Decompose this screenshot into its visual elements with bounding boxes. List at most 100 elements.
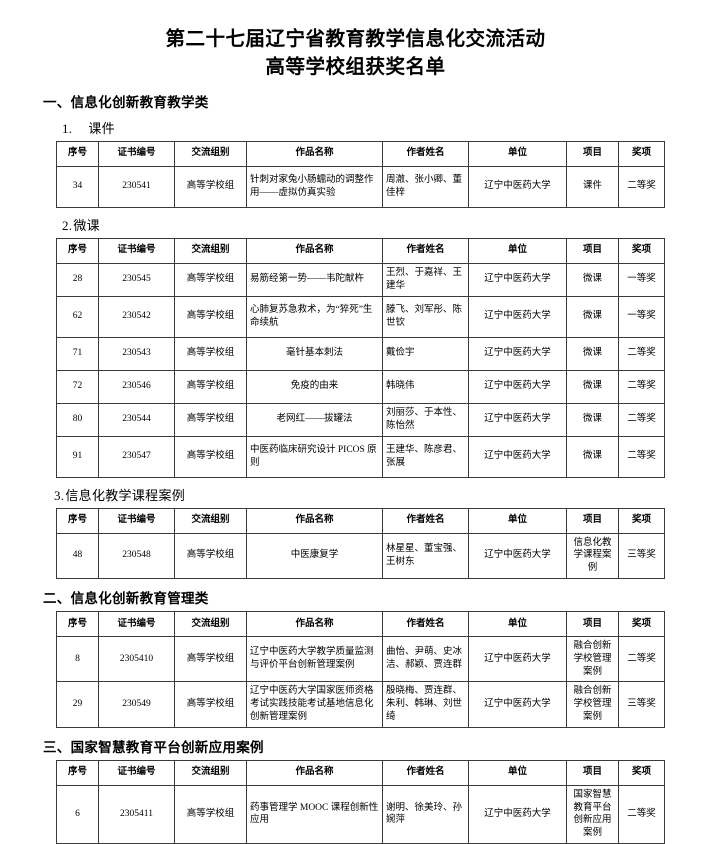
column-header-index: 序号 — [56, 759, 99, 786]
cell-group: 高等学校组 — [174, 402, 247, 437]
award-table: 序号 证书编号 交流组别 作品名称 作者姓名 单位 项目 奖项 48 230548 高等学校组 中医康… — [56, 507, 665, 579]
column-header-unit: 单位 — [468, 610, 567, 637]
column-header-project: 项目 — [566, 237, 619, 264]
column-header-work-title: 作品名称 — [246, 237, 383, 264]
cell-award: 二等奖 — [618, 369, 665, 404]
cell-group: 高等学校组 — [174, 435, 247, 478]
cell-cert-no: 230543 — [98, 336, 175, 371]
cell-award: 三等奖 — [618, 532, 665, 579]
table-row: 48 230548 高等学校组 中医康复学 林星星、董宝强、王树东 辽宁中医药大学 信息化教… — [56, 532, 665, 579]
subsection-label: 课件 — [88, 120, 115, 136]
cell-project: 国家智慧教育平台创新应用案例 — [566, 784, 619, 844]
column-header-unit: 单位 — [468, 140, 567, 167]
cell-index: 48 — [56, 532, 99, 579]
column-header-work-title: 作品名称 — [246, 140, 383, 167]
cell-index: 29 — [56, 681, 99, 728]
cell-work-title: 中医康复学 — [246, 532, 383, 579]
cell-index: 34 — [56, 165, 99, 208]
column-header-project: 项目 — [566, 610, 619, 637]
cell-unit: 辽宁中医药大学 — [468, 635, 567, 683]
table-row: 80 230544 高等学校组 老网红——拔罐法 刘丽莎、于本性、陈怡然 辽宁中医药大学微… — [56, 402, 665, 437]
column-header-group: 交流组别 — [174, 140, 247, 167]
cell-index: 72 — [56, 369, 99, 404]
cell-award: 二等奖 — [618, 635, 665, 683]
cell-author: 林星星、董宝强、王树东 — [382, 532, 469, 579]
cell-unit: 辽宁中医药大学 — [468, 435, 567, 478]
cell-award: 三等奖 — [618, 681, 665, 728]
cell-group: 高等学校组 — [174, 336, 247, 371]
subsection-number: 2. — [62, 217, 73, 233]
cell-project: 信息化教学课程案例 — [566, 532, 619, 579]
table-header-row: 序号 证书编号 交流组别 作品名称 作者姓名 单位 项目 奖项 — [56, 610, 665, 637]
cell-author: 周澈、张小卿、董佳梓 — [382, 165, 469, 208]
column-header-author: 作者姓名 — [382, 237, 469, 264]
cell-author: 曲怡、尹萌、史冰洁、郝颖、贾连群 — [382, 635, 469, 683]
cell-work-title: 老网红——拔罐法 — [246, 402, 383, 437]
page-title: 第二十七届辽宁省教育教学信息化交流活动 高等学校组获奖名单 — [40, 26, 671, 83]
column-header-award: 奖项 — [618, 610, 665, 637]
award-table: 序号 证书编号 交流组别 作品名称 作者姓名 单位 项目 奖项 34 230541 高等学校组 针刺对… — [56, 140, 665, 208]
subsection-heading: 1. 课件 — [62, 118, 671, 137]
table-row: 71 230543 高等学校组 毫针基本刺法 戴俭宇 辽宁中医药大学 微课 二等奖 — [56, 336, 665, 371]
cell-cert-no: 230542 — [98, 295, 175, 338]
column-header-index: 序号 — [56, 507, 99, 534]
subsection-number: 1. — [62, 120, 73, 136]
cell-cert-no: 230545 — [98, 262, 175, 297]
page-title-line-1: 第二十七届辽宁省教育教学信息化交流活动 — [165, 29, 546, 50]
column-header-project: 项目 — [566, 507, 619, 534]
cell-unit: 辽宁中医药大学 — [468, 262, 567, 297]
cell-project: 融合创新学校管理案例 — [566, 681, 619, 728]
cell-project: 微课 — [566, 295, 619, 338]
subsection-heading: 3.信息化教学课程案例 — [54, 485, 671, 504]
table-row: 6 2305411 高等学校组 药事管理学 MOOC 课程创新性应用 谢明、徐美玲、孙婉… — [56, 784, 665, 844]
column-header-author: 作者姓名 — [382, 759, 469, 786]
cell-work-title: 辽宁中医药大学教学质量监测与评价平台创新管理案例 — [246, 635, 383, 683]
column-header-author: 作者姓名 — [382, 507, 469, 534]
table-header-row: 序号 证书编号 交流组别 作品名称 作者姓名 单位 项目 奖项 — [56, 237, 665, 264]
cell-index: 62 — [56, 295, 99, 338]
subsection-label: 信息化教学课程案例 — [65, 487, 186, 503]
cell-index: 6 — [56, 784, 99, 844]
cell-index: 71 — [56, 336, 99, 371]
cell-unit: 辽宁中医药大学 — [468, 165, 567, 208]
cell-unit: 辽宁中医药大学 — [468, 784, 567, 844]
column-header-unit: 单位 — [468, 237, 567, 264]
column-header-group: 交流组别 — [174, 507, 247, 534]
cell-work-title: 针刺对家兔小肠蠕动的调整作用——虚拟仿真实验 — [246, 165, 383, 208]
page-title-line-2: 高等学校组获奖名单 — [265, 57, 446, 79]
table-row: 8 2305410 高等学校组 辽宁中医药大学教学质量监测与评价平台创新管理案例 曲怡、… — [56, 635, 665, 683]
section-heading: 二、信息化创新教育管理类 — [43, 590, 209, 606]
document-page: 第二十七届辽宁省教育教学信息化交流活动 高等学校组获奖名单 一、信息化创新教育教… — [40, 26, 671, 844]
column-header-cert-no: 证书编号 — [98, 507, 175, 534]
cell-unit: 辽宁中医药大学 — [468, 369, 567, 404]
column-header-index: 序号 — [56, 610, 99, 637]
column-header-work-title: 作品名称 — [246, 507, 383, 534]
column-header-project: 项目 — [566, 140, 619, 167]
table-header-row: 序号 证书编号 交流组别 作品名称 作者姓名 单位 项目 奖项 — [56, 759, 665, 786]
column-header-group: 交流组别 — [174, 610, 247, 637]
column-header-project: 项目 — [566, 759, 619, 786]
cell-work-title: 药事管理学 MOOC 课程创新性应用 — [246, 784, 383, 844]
cell-group: 高等学校组 — [174, 784, 247, 844]
cell-work-title: 免疫的由来 — [246, 369, 383, 404]
cell-cert-no: 230544 — [98, 402, 175, 437]
column-header-author: 作者姓名 — [382, 610, 469, 637]
cell-index: 8 — [56, 635, 99, 683]
cell-award: 一等奖 — [618, 262, 665, 297]
column-header-index: 序号 — [56, 140, 99, 167]
column-header-index: 序号 — [56, 237, 99, 264]
cell-award: 二等奖 — [618, 336, 665, 371]
table-header-row: 序号 证书编号 交流组别 作品名称 作者姓名 单位 项目 奖项 — [56, 507, 665, 534]
cell-cert-no: 2305410 — [98, 635, 175, 683]
table-row: 34 230541 高等学校组 针刺对家兔小肠蠕动的调整作用——虚拟仿真实验 周澈、张小… — [56, 165, 665, 208]
cell-cert-no: 230546 — [98, 369, 175, 404]
cell-unit: 辽宁中医药大学 — [468, 336, 567, 371]
column-header-author: 作者姓名 — [382, 140, 469, 167]
table-header-row: 序号 证书编号 交流组别 作品名称 作者姓名 单位 项目 奖项 — [56, 140, 665, 167]
table-row: 72 230546 高等学校组 免疫的由来 韩晓伟 辽宁中医药大学 微课 二等奖 — [56, 369, 665, 404]
column-header-group: 交流组别 — [174, 237, 247, 264]
column-header-unit: 单位 — [468, 507, 567, 534]
cell-author: 王建华、陈彦君、张展 — [382, 435, 469, 478]
column-header-cert-no: 证书编号 — [98, 610, 175, 637]
cell-index: 28 — [56, 262, 99, 297]
